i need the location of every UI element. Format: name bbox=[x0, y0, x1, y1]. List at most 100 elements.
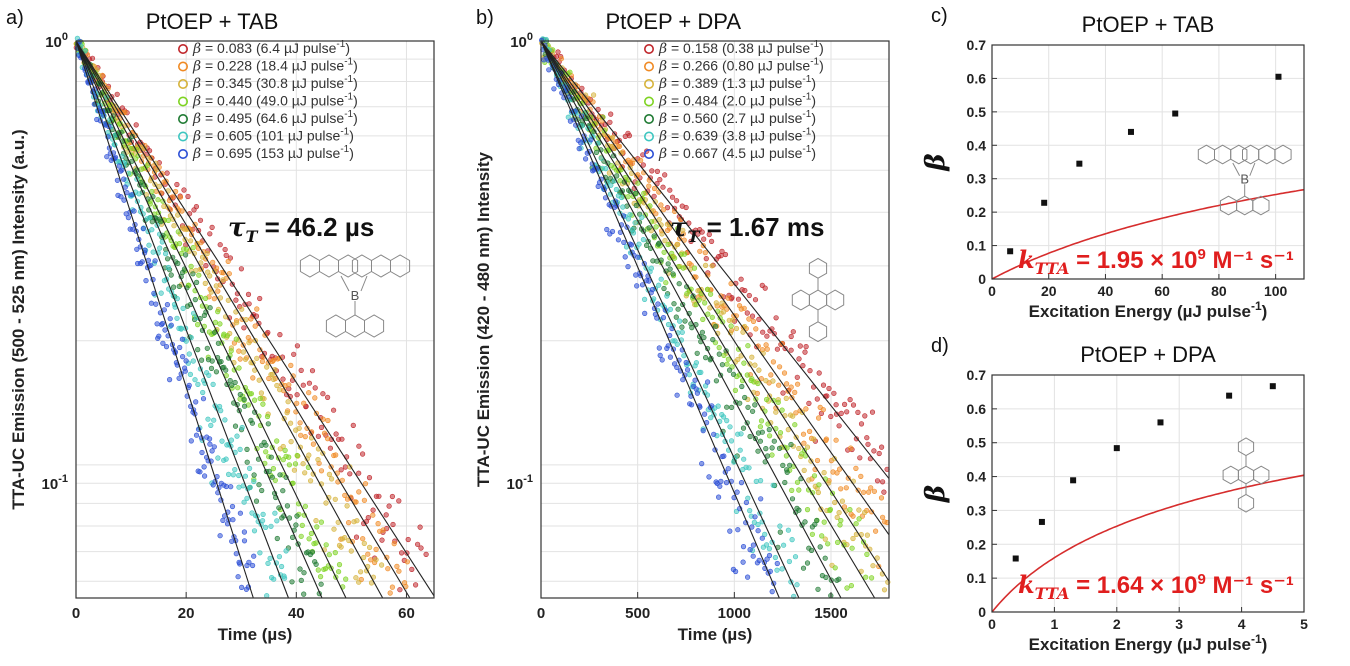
data-point bbox=[202, 280, 208, 287]
data-point bbox=[183, 252, 189, 258]
data-point bbox=[265, 421, 271, 427]
data-point bbox=[821, 519, 827, 525]
data-point bbox=[267, 555, 273, 562]
legend-value: = 0.228 (18.4 µJ pulse bbox=[201, 58, 344, 74]
data-point bbox=[800, 363, 806, 369]
series-group bbox=[538, 36, 891, 600]
data-point bbox=[365, 551, 371, 557]
data-point bbox=[188, 438, 194, 444]
x-tick-label: 4 bbox=[1238, 616, 1246, 632]
legend-value: = 0.560 (2.7 µJ pulse bbox=[667, 110, 803, 126]
tau-value: = 1.67 ms bbox=[699, 212, 824, 242]
data-point bbox=[634, 283, 640, 289]
data-point bbox=[627, 212, 633, 218]
data-point bbox=[691, 265, 698, 271]
data-point bbox=[177, 194, 184, 200]
data-point bbox=[752, 297, 759, 303]
data-point bbox=[750, 542, 757, 548]
data-point bbox=[253, 498, 260, 504]
data-point bbox=[223, 367, 229, 373]
data-point bbox=[658, 202, 664, 208]
data-point bbox=[774, 567, 780, 573]
data-point bbox=[286, 462, 293, 468]
data-point bbox=[753, 326, 759, 332]
data-point bbox=[354, 518, 360, 524]
fit-line bbox=[540, 40, 890, 479]
data-point bbox=[741, 360, 747, 366]
data-point bbox=[196, 272, 202, 278]
data-point bbox=[662, 238, 668, 244]
data-point bbox=[633, 202, 639, 209]
legend-beta: β bbox=[192, 111, 201, 127]
data-point bbox=[121, 176, 127, 182]
data-point bbox=[358, 569, 364, 575]
data-point bbox=[366, 475, 373, 481]
y-tick-label: 0.1 bbox=[967, 238, 987, 254]
data-point bbox=[806, 400, 812, 407]
data-point bbox=[284, 503, 291, 509]
data-point bbox=[836, 576, 842, 582]
legend-entry: β = 0.158 (0.38 µJ pulse-1) bbox=[658, 39, 824, 57]
data-point bbox=[796, 487, 802, 493]
data-point bbox=[763, 446, 769, 452]
data-point bbox=[333, 452, 339, 458]
legend-close: ) bbox=[811, 128, 816, 144]
data-point bbox=[632, 190, 639, 196]
data-point bbox=[879, 479, 886, 485]
data-point bbox=[152, 258, 158, 264]
data-point bbox=[404, 559, 411, 565]
data-point bbox=[265, 560, 271, 567]
data-point bbox=[789, 487, 795, 494]
data-point bbox=[709, 314, 715, 320]
data-point bbox=[188, 238, 194, 244]
data-point bbox=[232, 467, 238, 473]
data-point bbox=[210, 381, 216, 388]
data-point bbox=[122, 109, 128, 115]
fit-line bbox=[75, 40, 289, 599]
data-point bbox=[201, 464, 207, 470]
data-point bbox=[755, 521, 761, 528]
data-point bbox=[282, 447, 288, 454]
legend-marker bbox=[643, 149, 654, 160]
data-point bbox=[803, 344, 809, 350]
data-point bbox=[857, 455, 863, 461]
data-point bbox=[269, 474, 275, 480]
legend-marker bbox=[643, 61, 654, 72]
data-point bbox=[308, 478, 314, 484]
fit-line bbox=[540, 40, 890, 582]
data-point bbox=[776, 445, 783, 452]
legend-value: = 0.158 (0.38 µJ pulse bbox=[667, 40, 810, 56]
data-point bbox=[114, 177, 120, 183]
data-point bbox=[308, 530, 315, 537]
data-point bbox=[367, 544, 373, 551]
data-point bbox=[310, 441, 317, 447]
data-point bbox=[656, 345, 662, 351]
data-point bbox=[313, 517, 319, 524]
data-point bbox=[171, 223, 177, 229]
data-point bbox=[157, 245, 163, 251]
legend: β = 0.083 (6.4 µJ pulse-1)β = 0.228 (18.… bbox=[178, 39, 358, 162]
data-point bbox=[208, 365, 215, 372]
legend-sup: -1 bbox=[344, 57, 353, 68]
data-point bbox=[259, 358, 266, 365]
data-point bbox=[165, 256, 171, 262]
data-point bbox=[786, 558, 793, 565]
data-point bbox=[849, 545, 855, 551]
data-point bbox=[215, 455, 221, 461]
data-point bbox=[792, 422, 798, 428]
data-point bbox=[853, 521, 859, 527]
data-point bbox=[588, 137, 594, 143]
data-point bbox=[174, 315, 180, 321]
data-point bbox=[853, 436, 860, 442]
data-point bbox=[745, 343, 751, 349]
data-point bbox=[313, 540, 319, 546]
data-point bbox=[832, 499, 838, 506]
k-value: = 1.95 × 10 bbox=[1069, 247, 1197, 274]
data-point bbox=[653, 211, 659, 217]
data-point bbox=[766, 546, 773, 552]
data-point bbox=[385, 566, 391, 572]
data-point bbox=[578, 140, 584, 146]
data-point bbox=[844, 409, 850, 415]
anthracene-ring bbox=[1237, 465, 1255, 485]
data-point bbox=[129, 192, 135, 198]
